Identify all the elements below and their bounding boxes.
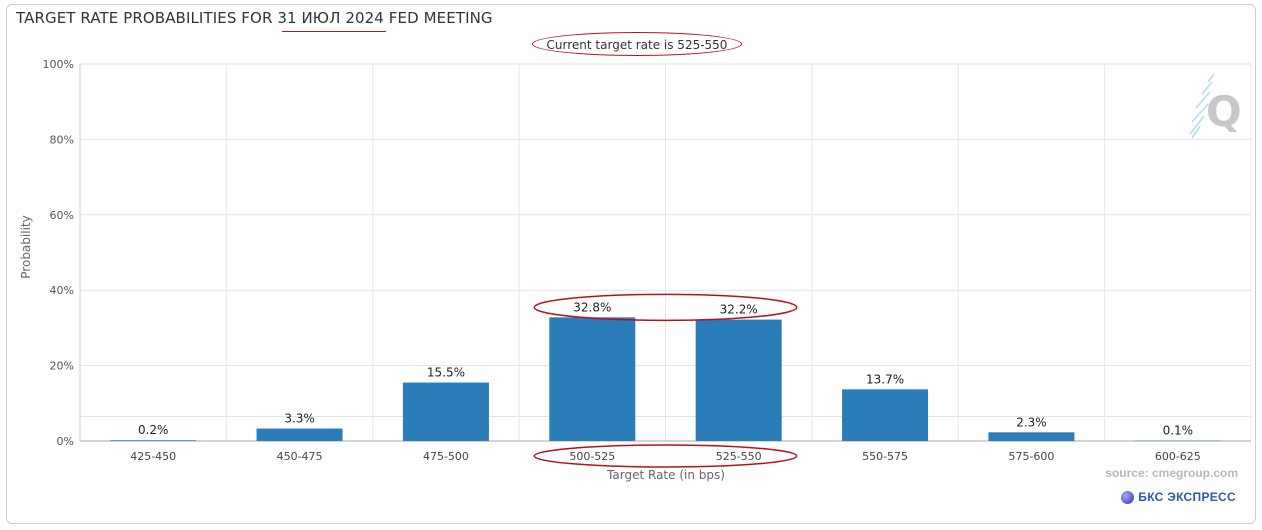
- brand-logo-icon: [1121, 490, 1135, 504]
- y-tick-label: 100%: [43, 58, 74, 71]
- data-label: 3.3%: [284, 412, 315, 426]
- y-tick-label: 0%: [57, 435, 74, 448]
- x-tick-label: 475-500: [423, 450, 469, 463]
- x-tick-label: 525-550: [716, 450, 762, 463]
- chart-title: TARGET RATE PROBABILITIES FOR 31 ИЮЛ 202…: [16, 9, 493, 27]
- highlight-ellipse: [533, 444, 798, 468]
- svg-text:Q: Q: [1206, 87, 1242, 136]
- x-tick-label: 500-525: [569, 450, 615, 463]
- bar: [1134, 440, 1221, 442]
- brand-name: БКС ЭКСПРЕСС: [1138, 490, 1236, 504]
- chart-subtitle: Current target rate is 525-550: [532, 32, 742, 56]
- data-label: 2.3%: [1016, 415, 1047, 429]
- title-date-underline: [282, 31, 386, 32]
- source-note: source: cmegroup.com: [1105, 466, 1238, 480]
- x-tick-label: 575-600: [1008, 450, 1054, 463]
- x-axis-label: Target Rate (in bps): [607, 468, 725, 482]
- y-tick-label: 80%: [50, 133, 74, 146]
- bar: [549, 317, 636, 441]
- data-label: 0.1%: [1163, 424, 1194, 438]
- x-tick-label: 425-450: [130, 450, 176, 463]
- data-label: 32.8%: [573, 300, 611, 314]
- data-label: 13.7%: [866, 372, 904, 386]
- data-label: 15.5%: [427, 366, 465, 380]
- q-watermark-icon: Q: [1189, 73, 1242, 139]
- x-tick-label: 550-575: [862, 450, 908, 463]
- bar: [402, 382, 489, 441]
- x-tick-label: 600-625: [1155, 450, 1201, 463]
- y-tick-label: 20%: [50, 360, 74, 373]
- y-axis-label: Probability: [19, 215, 33, 279]
- x-tick-label: 450-475: [277, 450, 323, 463]
- bar: [988, 432, 1075, 441]
- bar: [842, 389, 929, 441]
- highlight-ellipse: [533, 293, 798, 322]
- bar: [695, 319, 782, 441]
- data-label: 32.2%: [720, 303, 758, 317]
- brand-footer: БКС ЭКСПРЕСС: [1121, 490, 1236, 504]
- data-label: 0.2%: [138, 423, 169, 437]
- bar: [256, 428, 343, 441]
- y-tick-label: 40%: [50, 284, 74, 297]
- y-tick-label: 60%: [50, 209, 74, 222]
- bar: [110, 440, 197, 441]
